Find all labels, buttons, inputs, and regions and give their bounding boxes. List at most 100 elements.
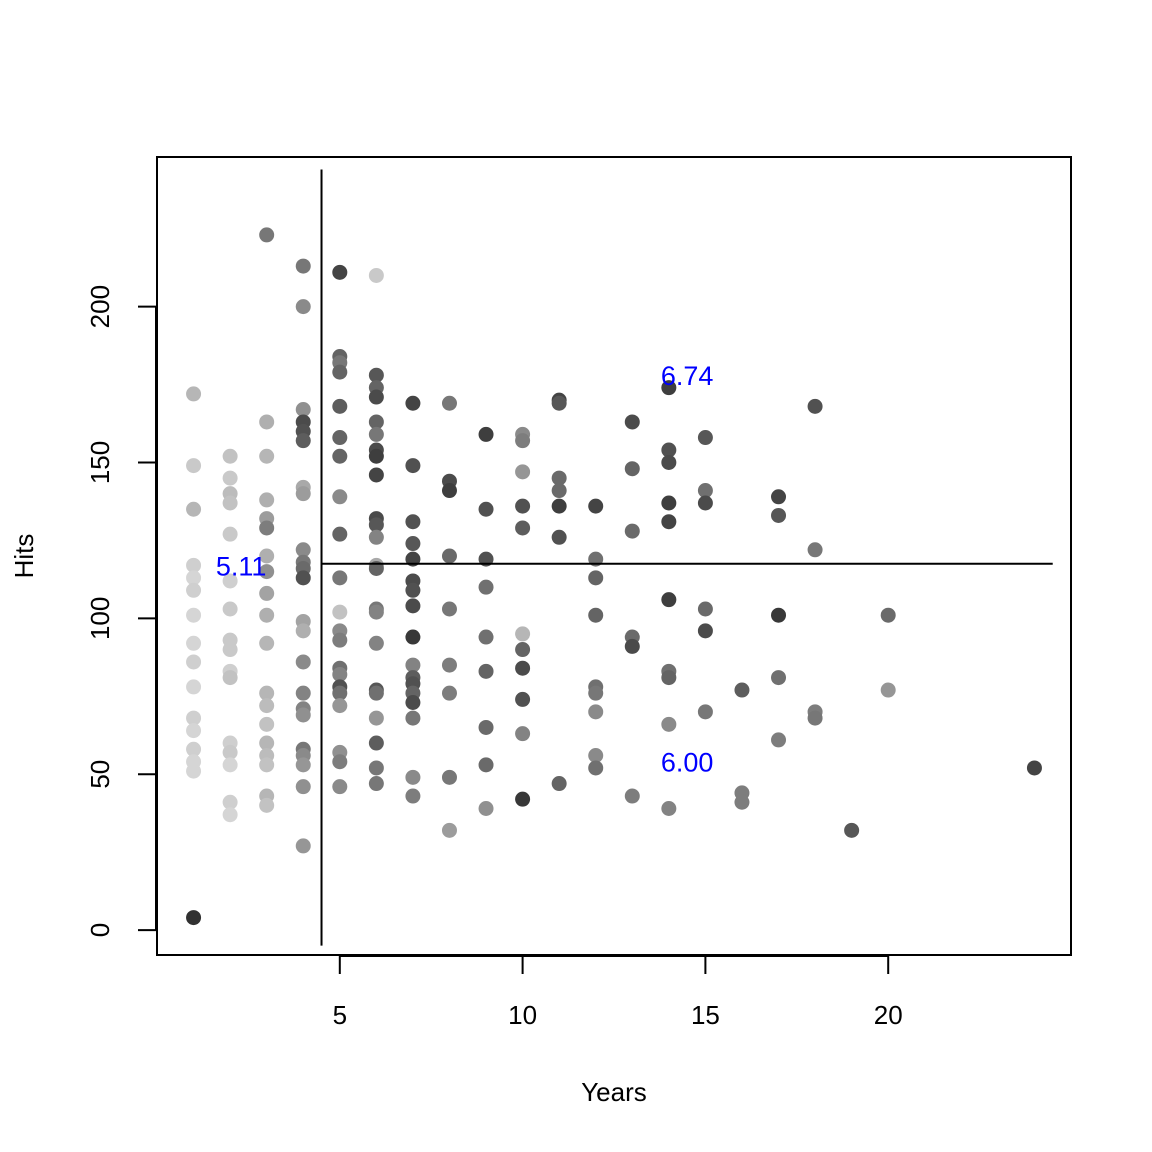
- data-point: [661, 380, 677, 396]
- data-point: [1026, 760, 1042, 776]
- data-point: [332, 364, 348, 380]
- data-point: [259, 757, 275, 773]
- data-point: [405, 514, 421, 530]
- data-point: [332, 570, 348, 586]
- data-point: [697, 495, 713, 511]
- data-point: [478, 757, 494, 773]
- data-point: [697, 704, 713, 720]
- data-point: [368, 635, 384, 651]
- data-point: [222, 526, 238, 542]
- data-point: [186, 386, 202, 402]
- data-point: [259, 797, 275, 813]
- data-point: [515, 626, 531, 642]
- data-point: [478, 629, 494, 645]
- data-point: [697, 483, 713, 499]
- data-point: [295, 299, 311, 315]
- data-point: [368, 710, 384, 726]
- data-point: [332, 398, 348, 414]
- data-point: [661, 495, 677, 511]
- data-point: [588, 760, 604, 776]
- data-point: [441, 548, 457, 564]
- data-point: [441, 822, 457, 838]
- data-point: [332, 779, 348, 795]
- split-lines: [320, 169, 1053, 946]
- data-point: [661, 454, 677, 470]
- data-point: [588, 704, 604, 720]
- data-point: [332, 604, 348, 620]
- data-point: [441, 395, 457, 411]
- data-point: [661, 800, 677, 816]
- data-point: [405, 769, 421, 785]
- data-point: [697, 430, 713, 446]
- data-point: [405, 458, 421, 474]
- data-point: [332, 698, 348, 714]
- data-point: [259, 635, 275, 651]
- data-point: [880, 682, 896, 698]
- data-point: [551, 529, 567, 545]
- data-point: [259, 520, 275, 536]
- data-point: [515, 691, 531, 707]
- points-layer: [186, 227, 1042, 926]
- data-point: [515, 726, 531, 742]
- data-point: [697, 601, 713, 617]
- data-point: [368, 389, 384, 405]
- data-point: [295, 707, 311, 723]
- plot-frame: [156, 156, 1072, 956]
- data-point: [186, 763, 202, 779]
- data-point: [624, 461, 640, 477]
- y-axis-label: Hits: [9, 534, 39, 579]
- data-point: [551, 498, 567, 514]
- region-mean-label: 6.74: [661, 361, 714, 391]
- data-point: [222, 744, 238, 760]
- data-point: [295, 757, 311, 773]
- data-point: [186, 582, 202, 598]
- data-point: [368, 685, 384, 701]
- data-point: [332, 489, 348, 505]
- data-point: [441, 685, 457, 701]
- data-point: [186, 635, 202, 651]
- y-axis: 0 50 100 150 200: [85, 285, 157, 937]
- data-point: [368, 529, 384, 545]
- data-point: [734, 794, 750, 810]
- data-point: [368, 604, 384, 620]
- data-point: [222, 642, 238, 658]
- data-point: [478, 800, 494, 816]
- data-point: [661, 592, 677, 608]
- data-point: [734, 682, 750, 698]
- data-point: [186, 654, 202, 670]
- data-point: [295, 838, 311, 854]
- region-mean-label: 6.00: [661, 748, 714, 778]
- data-point: [222, 807, 238, 823]
- data-point: [515, 791, 531, 807]
- data-point: [807, 398, 823, 414]
- y-tick-label: 50: [85, 760, 115, 789]
- data-point: [515, 498, 531, 514]
- data-point: [332, 430, 348, 446]
- data-point: [186, 570, 202, 586]
- x-axis: 5 10 15 20: [333, 955, 903, 1030]
- data-point: [295, 654, 311, 670]
- data-point: [332, 632, 348, 648]
- data-point: [259, 414, 275, 430]
- data-point: [186, 910, 202, 926]
- data-point: [332, 526, 348, 542]
- data-point: [551, 470, 567, 486]
- data-point: [222, 757, 238, 773]
- data-point: [295, 779, 311, 795]
- data-point: [332, 685, 348, 701]
- y-tick-label: 150: [85, 441, 115, 484]
- data-point: [771, 489, 787, 505]
- data-point: [259, 492, 275, 508]
- data-point: [405, 395, 421, 411]
- data-point: [332, 754, 348, 770]
- data-point: [478, 579, 494, 595]
- data-point: [186, 557, 202, 573]
- data-point: [588, 748, 604, 763]
- data-point: [259, 548, 275, 564]
- data-point: [405, 710, 421, 726]
- data-point: [807, 710, 823, 726]
- data-point: [186, 458, 202, 474]
- data-point: [222, 670, 238, 686]
- data-point: [368, 760, 384, 776]
- data-point: [624, 414, 640, 430]
